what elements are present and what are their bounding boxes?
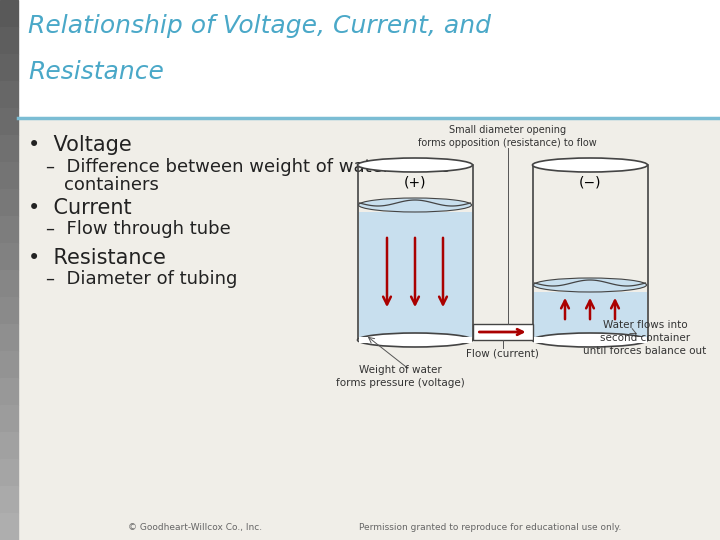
Bar: [18, 0, 720, 118]
Bar: [0, 432, 18, 459]
Bar: [0, 216, 18, 243]
Bar: [0, 81, 18, 108]
Bar: [0, 0, 18, 27]
Bar: [18, 118, 720, 518]
Bar: [0, 324, 18, 351]
Bar: [0, 162, 18, 189]
Text: –  Diameter of tubing: – Diameter of tubing: [46, 270, 238, 288]
Ellipse shape: [534, 278, 647, 292]
Bar: [0, 135, 18, 162]
Bar: [0, 405, 18, 432]
Bar: [0, 189, 18, 216]
Bar: [534, 292, 647, 340]
Text: •  Resistance: • Resistance: [28, 248, 166, 268]
Ellipse shape: [533, 158, 647, 172]
Ellipse shape: [358, 333, 472, 347]
Text: Water flows into
second container
until forces balance out: Water flows into second container until …: [583, 320, 706, 356]
Bar: [0, 270, 18, 297]
Bar: [359, 212, 472, 340]
Bar: [0, 378, 18, 405]
Bar: [0, 459, 18, 486]
Text: Flow (current): Flow (current): [466, 348, 539, 358]
Text: –  Difference between weight of water in two: – Difference between weight of water in …: [46, 158, 451, 176]
Ellipse shape: [533, 333, 647, 347]
Text: © Goodheart-Willcox Co., Inc.: © Goodheart-Willcox Co., Inc.: [128, 523, 262, 532]
Bar: [534, 337, 647, 343]
Text: Relationship of Voltage, Current, and: Relationship of Voltage, Current, and: [28, 14, 491, 38]
Text: containers: containers: [64, 176, 159, 194]
Text: Resistance: Resistance: [28, 60, 164, 84]
Bar: [0, 243, 18, 270]
Bar: [359, 337, 472, 343]
Text: (+): (+): [404, 175, 426, 189]
Text: Permission granted to reproduce for educational use only.: Permission granted to reproduce for educ…: [359, 523, 621, 532]
Text: –  Flow through tube: – Flow through tube: [46, 220, 230, 238]
Bar: [472, 324, 533, 340]
Ellipse shape: [359, 198, 472, 212]
Bar: [0, 297, 18, 324]
Bar: [0, 351, 18, 378]
Text: •  Current: • Current: [28, 198, 132, 218]
Bar: [0, 513, 18, 540]
Text: •  Voltage: • Voltage: [28, 135, 132, 155]
Bar: [0, 27, 18, 54]
Bar: [0, 486, 18, 513]
Bar: [0, 108, 18, 135]
Bar: [0, 54, 18, 81]
Text: Weight of water
forms pressure (voltage): Weight of water forms pressure (voltage): [336, 365, 464, 388]
Ellipse shape: [358, 158, 472, 172]
Text: (−): (−): [579, 175, 601, 189]
Text: Small diameter opening
forms opposition (resistance) to flow: Small diameter opening forms opposition …: [418, 125, 597, 148]
